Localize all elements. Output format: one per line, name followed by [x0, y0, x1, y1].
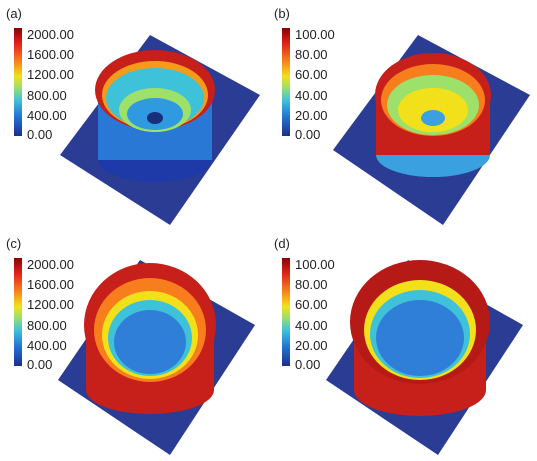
colorbar-tick: 2000.00	[27, 257, 74, 272]
surface-plot	[333, 35, 530, 225]
center-pit	[421, 110, 445, 126]
panel-b: (b) 100.00 80.00 60.00 40.00 20.00 0.00	[268, 0, 536, 230]
colorbar	[282, 258, 290, 366]
colorbar-tick: 20.00	[295, 338, 328, 353]
surface-plot	[58, 260, 255, 455]
colorbar-tick: 0.00	[295, 127, 321, 142]
colorbar-tick: 40.00	[295, 318, 328, 333]
colorbar-tick: 100.00	[295, 27, 335, 42]
colorbar-tick: 400.00	[27, 338, 67, 353]
colorbar-tick: 800.00	[27, 318, 67, 333]
colorbar-tick: 100.00	[295, 257, 335, 272]
colorbar-tick: 0.00	[27, 357, 53, 372]
center-pit	[376, 300, 464, 376]
colorbar	[282, 28, 290, 136]
colorbar-tick: 400.00	[27, 108, 67, 123]
colorbar-tick: 1200.00	[27, 297, 74, 312]
panel-a: (a) 2000.00 1600.00 1200.00 800.00 400.0…	[0, 0, 268, 230]
colorbar-tick: 80.00	[295, 277, 328, 292]
colorbar-tick: 1200.00	[27, 67, 74, 82]
colorbar-tick: 800.00	[27, 88, 67, 103]
colorbar-tick: 20.00	[295, 108, 328, 123]
center-pit	[147, 112, 163, 124]
surface-plot	[60, 35, 260, 225]
colorbar-tick: 0.00	[27, 127, 53, 142]
colorbar-tick: 60.00	[295, 297, 328, 312]
colorbar-tick: 2000.00	[27, 27, 74, 42]
panel-label: (c)	[6, 236, 22, 251]
colorbar-tick: 0.00	[295, 357, 321, 372]
colorbar-tick: 80.00	[295, 47, 328, 62]
panel-d: (d) 100.00 80.00 60.00 40.00 20.00 0.00	[268, 230, 536, 460]
colorbar	[14, 28, 22, 136]
panel-label: (b)	[274, 6, 290, 21]
center-pit	[114, 310, 186, 374]
panel-label: (a)	[6, 6, 22, 21]
colorbar-tick: 60.00	[295, 67, 328, 82]
colorbar-tick: 40.00	[295, 88, 328, 103]
colorbar	[14, 258, 22, 366]
colorbar-tick: 1600.00	[27, 47, 74, 62]
panel-c: (c) 2000.00 1600.00 1200.00 800.00 400.0…	[0, 230, 268, 460]
colorbar-tick: 1600.00	[27, 277, 74, 292]
surface-plot	[326, 260, 523, 455]
panel-label: (d)	[274, 236, 290, 251]
